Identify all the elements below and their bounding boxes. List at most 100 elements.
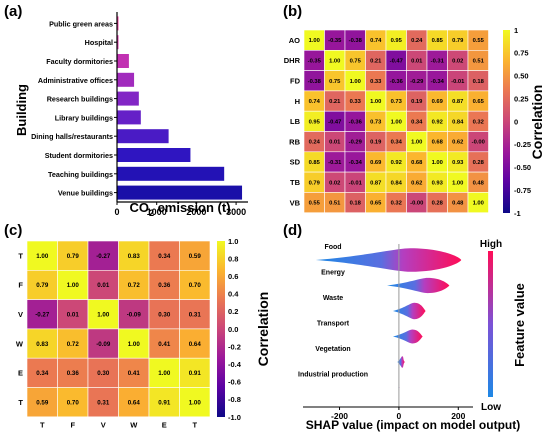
- cell-value-label: 0.59: [36, 399, 49, 406]
- heatmap-cell: [87, 299, 119, 330]
- cell-value-label: 0.79: [309, 180, 321, 186]
- category-tick-label: Administrative offices: [38, 76, 113, 85]
- cell-value-label: 0.55: [309, 201, 321, 207]
- colorbar-tick-label: 0.6: [228, 272, 238, 281]
- heatmap-cell: [26, 387, 58, 418]
- cell-value-label: 1.00: [97, 311, 110, 318]
- cell-value-label: 0.01: [329, 140, 341, 146]
- cell-value-label: -0.27: [96, 253, 111, 260]
- feature-tick-label: Waste: [323, 295, 343, 302]
- cell-value-label: 0.68: [432, 140, 444, 146]
- feature-tick-label: Vegetation: [315, 346, 350, 353]
- cell-value-label: -0.31: [328, 160, 342, 166]
- col-tick-label: H: [373, 216, 378, 217]
- cell-value-label: 0.91: [189, 370, 202, 377]
- cell-value-label: 0.51: [329, 201, 341, 207]
- category-tick-label: Faculty dormitories: [46, 57, 113, 66]
- cell-value-label: 0.19: [370, 140, 382, 146]
- colorbar-tick-label: -0.6: [228, 378, 241, 387]
- colorbar-tick-label: -0.2: [228, 342, 241, 351]
- col-tick-label: DHR: [327, 216, 344, 217]
- heatmap-cell: [118, 299, 150, 330]
- colorbar-title: Feature value: [512, 283, 527, 367]
- colorbar-ticks: -1 -0.75 -0.50 -0.25 0 0.25 0.50 0.75 1: [514, 26, 531, 217]
- cell-value-label: 0.34: [36, 370, 49, 377]
- cell-value-label: 1.00: [329, 59, 340, 65]
- cell-value-label: 0.65: [473, 99, 485, 105]
- cell-value-label: 0.73: [391, 99, 403, 105]
- cell-value-label: 1.00: [452, 180, 463, 186]
- heatmap-cell: [148, 357, 180, 388]
- cell-value-label: 0.92: [391, 160, 402, 166]
- cell-value-label: 1.00: [189, 399, 202, 406]
- cell-value-label: 1.00: [350, 79, 361, 85]
- x-tick-label: 200: [451, 411, 465, 421]
- panel-b-label: (b): [283, 3, 302, 20]
- cell-value-label: 0.73: [370, 119, 382, 125]
- shap-violin: [387, 277, 450, 294]
- colorbar-tick-label: -0.4: [228, 360, 242, 369]
- heatmap-cells: 1.00 -0.35 -0.38 0.74 0.95 0.24 0.85 0.79 0.55 -0…: [303, 29, 489, 213]
- cell-value-label: 0.75: [350, 59, 362, 65]
- cell-value-label: 1.00: [128, 341, 141, 348]
- cell-value-label: 0.83: [36, 341, 49, 348]
- cell-value-label: -0.47: [328, 119, 341, 125]
- x-tick-label: 3000: [226, 207, 246, 217]
- feature-tick-label: Transport: [317, 321, 350, 328]
- category-tick-label: Teaching buildings: [48, 170, 113, 179]
- heatmap-tick-labels: AO AO DHR DHR FD FD H H LB LB RB RB SD SD TB TB VB VB: [284, 36, 484, 217]
- heatmap-cell: [118, 357, 150, 388]
- row-tick-label: RB: [289, 137, 300, 146]
- heatmap-cell: [87, 328, 119, 359]
- shap-violins: Food Energy Waste Transport Vegetation Indust…: [298, 244, 462, 391]
- colorbar-tick-label: 0.25: [514, 94, 529, 103]
- cell-value-label: 1.00: [370, 99, 381, 105]
- col-tick-label: T: [40, 420, 45, 429]
- heatmap-cell: [87, 240, 119, 271]
- colorbar-tick-label: -0.8: [228, 395, 241, 404]
- category-tick-label: Public green areas: [49, 19, 113, 28]
- cell-value-label: 0.74: [370, 38, 382, 44]
- row-tick-label: F: [18, 281, 23, 290]
- category-tick-label: Research buildings: [47, 95, 113, 104]
- category-tick-label: Student dormitories: [45, 151, 113, 160]
- cell-value-label: 0.83: [128, 253, 141, 260]
- shap-violin: [315, 248, 462, 272]
- cell-value-label: 0.70: [67, 399, 80, 406]
- cell-value-label: -0.09: [127, 311, 142, 318]
- heatmap-cell: [179, 240, 211, 271]
- cell-value-label: 0.48: [473, 180, 485, 186]
- heatmap-cell: [118, 387, 150, 418]
- row-tick-label: DHR: [284, 56, 301, 65]
- cell-value-label: 0.33: [370, 79, 382, 85]
- x-tick-label: 0: [397, 411, 402, 421]
- heatmap-cells: 1.00 0.79 -0.27 0.83 0.34 0.59 0.79 1.00 0.01 0.7…: [26, 240, 211, 418]
- category-tick-label: Library buildings: [55, 113, 113, 122]
- cell-value-label: 0.28: [432, 201, 444, 207]
- colorbar-title: Correlation: [255, 292, 271, 367]
- cell-value-label: 1.00: [391, 119, 402, 125]
- col-tick-label: F: [70, 420, 75, 429]
- cell-value-label: 0.02: [452, 59, 463, 65]
- heatmap-cell: [179, 387, 211, 418]
- cell-value-label: 0.62: [452, 140, 463, 146]
- cell-value-label: 0.34: [158, 253, 171, 260]
- row-tick-label: V: [18, 310, 23, 319]
- heatmap-cell: [26, 328, 58, 359]
- colorbar-tick-label: 0.0: [228, 325, 238, 334]
- bar: [117, 166, 225, 181]
- cell-value-label: 0.41: [158, 341, 171, 348]
- panel-a-label: (a): [4, 3, 22, 20]
- colorbar: [217, 241, 225, 417]
- cell-value-label: 0.70: [189, 282, 202, 289]
- cell-value-label: 0.30: [158, 311, 171, 318]
- cell-value-label: 1.00: [36, 253, 49, 260]
- cell-value-label: 0.84: [452, 119, 464, 125]
- heatmap-cell: [148, 387, 180, 418]
- heatmap-cell: [179, 299, 211, 330]
- cell-value-label: 0.91: [158, 399, 171, 406]
- feature-tick-label: Energy: [321, 270, 345, 277]
- bar: [117, 185, 243, 200]
- row-tick-label: W: [16, 339, 24, 348]
- x-tick-label: 2000: [186, 207, 206, 217]
